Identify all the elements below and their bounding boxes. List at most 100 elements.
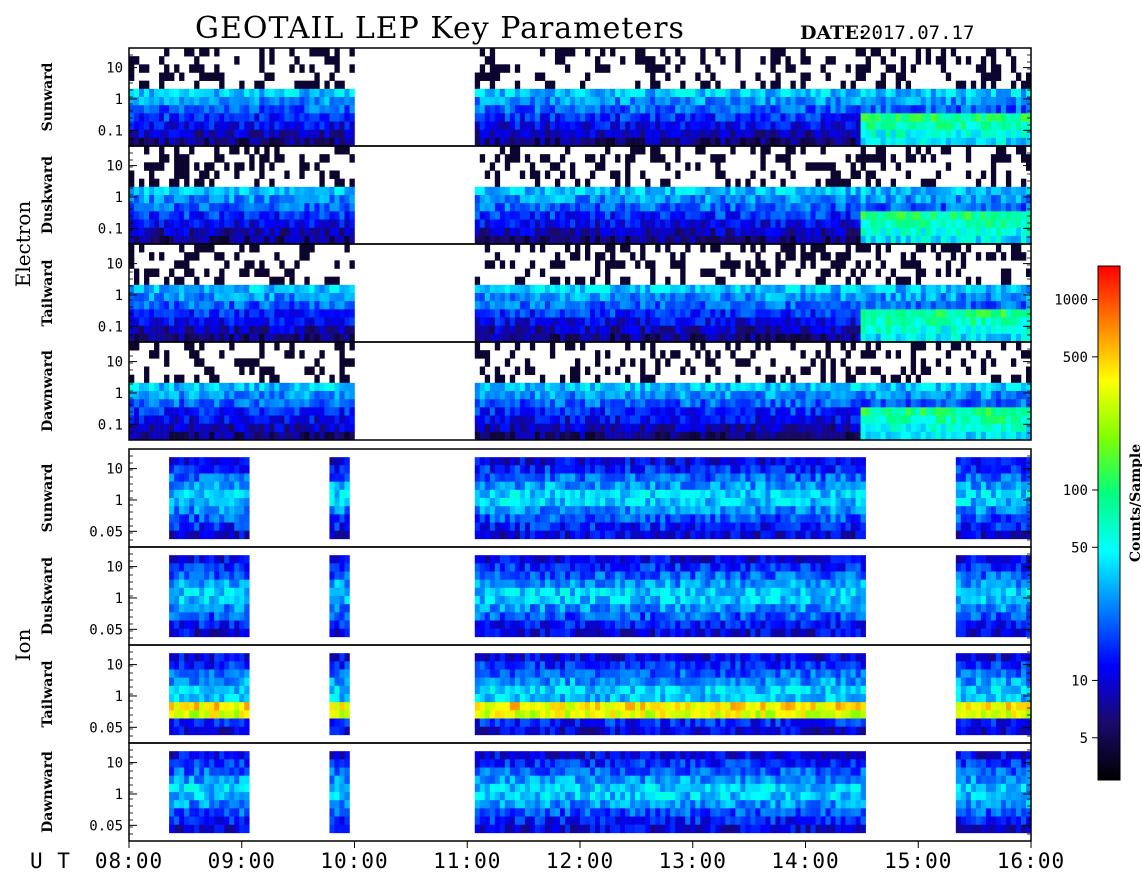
heatmap-cell	[845, 219, 851, 228]
heatmap-cell	[915, 333, 922, 343]
heatmap-cell	[900, 113, 907, 122]
heatmap-cell	[855, 309, 861, 318]
heatmap-cell	[810, 186, 816, 196]
heatmap-cell	[199, 317, 205, 326]
heatmap-cell	[625, 293, 631, 302]
heatmap-cell	[760, 431, 766, 441]
heatmap-cell	[299, 121, 305, 130]
heatmap-cell	[785, 162, 791, 171]
heatmap-cell	[164, 235, 170, 245]
heatmap-cell	[569, 431, 576, 441]
heatmap-cell	[249, 195, 255, 204]
heatmap-cell	[780, 203, 786, 212]
heatmap-cell	[474, 284, 481, 294]
heatmap-cell	[529, 170, 536, 179]
heatmap-cell	[319, 309, 325, 318]
heatmap-cell	[605, 105, 611, 114]
heatmap-cell	[169, 431, 175, 441]
heatmap-cell	[830, 105, 836, 114]
heatmap-cell	[730, 235, 736, 245]
heatmap-cell	[279, 423, 285, 433]
heatmap-cell	[985, 227, 992, 237]
heatmap-cell	[775, 154, 781, 163]
heatmap-cell	[855, 333, 861, 343]
heatmap-cell	[144, 137, 150, 147]
heatmap-cell	[835, 203, 841, 212]
heatmap-cell	[750, 121, 756, 130]
heatmap-cell	[499, 301, 506, 310]
heatmap-cell	[304, 219, 310, 228]
heatmap-cell	[529, 309, 536, 318]
heatmap-cell	[489, 203, 496, 212]
heatmap-cell	[479, 350, 486, 359]
heatmap-cell	[334, 423, 340, 433]
heatmap-cell	[715, 399, 721, 408]
heatmap-cell	[244, 423, 250, 433]
heatmap-cell	[760, 423, 766, 433]
heatmap-cell	[770, 97, 776, 106]
heatmap-cell	[770, 382, 776, 392]
heatmap-cell	[319, 366, 325, 375]
heatmap-cell	[509, 284, 516, 294]
heatmap-cell	[980, 203, 987, 212]
heatmap-cell	[474, 137, 481, 147]
heatmap-cell	[244, 105, 250, 114]
heatmap-cell	[940, 301, 947, 310]
heatmap-cell	[680, 382, 686, 392]
heatmap-cell	[149, 129, 155, 139]
heatmap-cell	[199, 309, 205, 318]
heatmap-cell	[194, 284, 200, 294]
heatmap-cell	[810, 325, 816, 335]
heatmap-cell	[1015, 211, 1022, 220]
heatmap-cell	[745, 309, 751, 318]
heatmap-cell	[770, 48, 776, 57]
heatmap-cell	[159, 235, 165, 245]
heatmap-cell	[990, 154, 997, 163]
heatmap-cell	[725, 195, 731, 204]
heatmap-cell	[1010, 56, 1017, 65]
heatmap-cell	[840, 178, 846, 188]
heatmap-cell	[344, 382, 350, 392]
heatmap-cell	[549, 203, 556, 212]
heatmap-cell	[680, 415, 686, 424]
heatmap-cell	[259, 219, 265, 228]
heatmap-cell	[169, 407, 175, 416]
heatmap-cell	[334, 64, 340, 73]
heatmap-cell	[715, 88, 721, 98]
heatmap-cell	[670, 97, 676, 106]
heatmap-cell	[765, 325, 771, 335]
heatmap-cell	[925, 129, 932, 139]
heatmap-cell	[900, 56, 907, 65]
heatmap-cell	[845, 244, 851, 253]
heatmap-cell	[960, 301, 967, 310]
heatmap-cell	[1010, 227, 1017, 237]
heatmap-cell	[785, 391, 791, 400]
heatmap-cell	[875, 80, 881, 90]
heatmap-cell	[319, 350, 325, 359]
heatmap-cell	[640, 317, 646, 326]
heatmap-cell	[499, 219, 506, 228]
heatmap-cell	[815, 235, 821, 245]
heatmap-cell	[755, 293, 761, 302]
heatmap-cell	[770, 423, 776, 433]
heatmap-cell	[690, 325, 696, 335]
heatmap-cell	[750, 105, 756, 114]
heatmap-cell	[645, 399, 651, 408]
heatmap-cell	[349, 407, 355, 416]
heatmap-cell	[269, 276, 275, 286]
heatmap-cell	[760, 415, 766, 424]
heatmap-cell	[159, 162, 165, 171]
heatmap-cell	[154, 162, 160, 171]
heatmap-cell	[620, 333, 626, 343]
heatmap-cell	[514, 97, 521, 106]
heatmap-cell	[149, 252, 155, 261]
heatmap-cell	[710, 244, 716, 253]
heatmap-cell	[900, 260, 907, 269]
heatmap-cell	[179, 407, 185, 416]
heatmap-cell	[279, 301, 285, 310]
heatmap-cell	[580, 105, 586, 114]
heatmap-cell	[329, 317, 335, 326]
heatmap-cell	[890, 113, 896, 122]
heatmap-cell	[339, 284, 345, 294]
heatmap-cell	[334, 146, 340, 155]
